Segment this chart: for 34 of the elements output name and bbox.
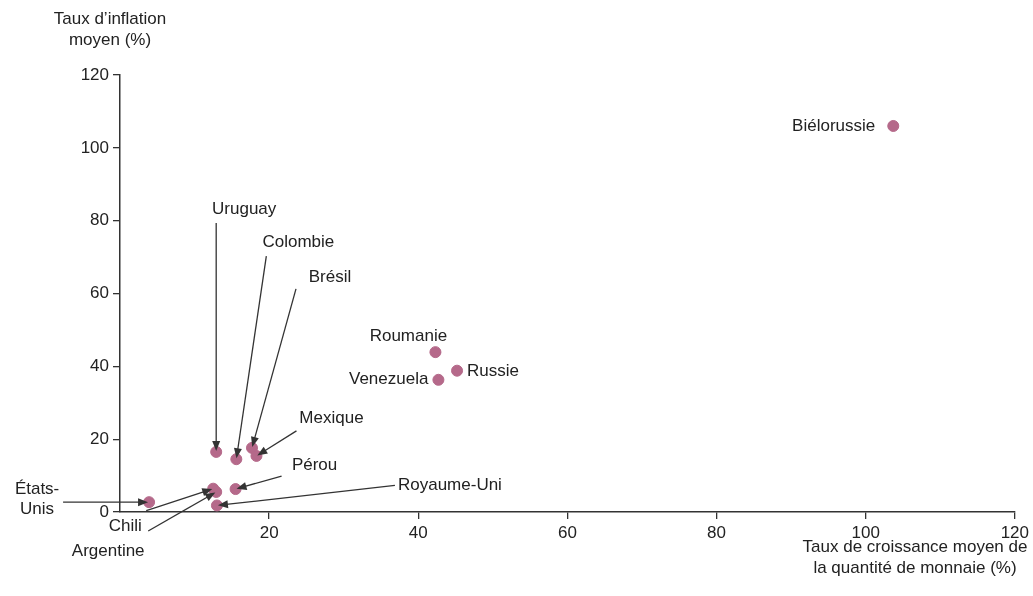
- point: [451, 364, 464, 377]
- y-tick-label: 100: [80, 137, 109, 157]
- point: [429, 346, 442, 359]
- annotation: Colombie: [262, 231, 335, 251]
- annotation: Uruguay: [212, 198, 277, 218]
- point: [210, 499, 223, 512]
- point: [143, 496, 156, 509]
- annotation: Biélorussie: [792, 115, 876, 135]
- point: [230, 453, 243, 466]
- annotation: Venezuela: [349, 369, 429, 389]
- annotation: Roumanie: [369, 325, 448, 345]
- annotation: Pérou: [291, 454, 338, 474]
- y-axis-title: Taux d’inflation moyen (%): [52, 8, 168, 50]
- y-tick-label: 60: [90, 283, 109, 303]
- y-tick-label: 20: [90, 428, 109, 448]
- point: [887, 119, 900, 132]
- x-tick-label: 60: [557, 522, 577, 542]
- y-tick-label: 80: [90, 210, 109, 230]
- annotation: États-Unis: [14, 478, 60, 518]
- point: [229, 483, 242, 496]
- x-tick-label: 40: [408, 522, 428, 542]
- annotation: Argentine: [71, 540, 145, 560]
- annotation: Russie: [467, 361, 520, 381]
- y-tick-label: 0: [99, 501, 109, 521]
- x-tick-label: 80: [707, 522, 727, 542]
- annotation: Brésil: [308, 266, 352, 286]
- point: [250, 449, 263, 462]
- annotation: Chili: [108, 516, 142, 536]
- y-tick-label: 40: [90, 356, 109, 376]
- y-tick-label: 120: [80, 64, 109, 84]
- point: [432, 373, 445, 386]
- annotation: Mexique: [299, 407, 364, 427]
- x-tick-label: 20: [259, 522, 279, 542]
- annotation: Royaume-Uni: [397, 475, 502, 495]
